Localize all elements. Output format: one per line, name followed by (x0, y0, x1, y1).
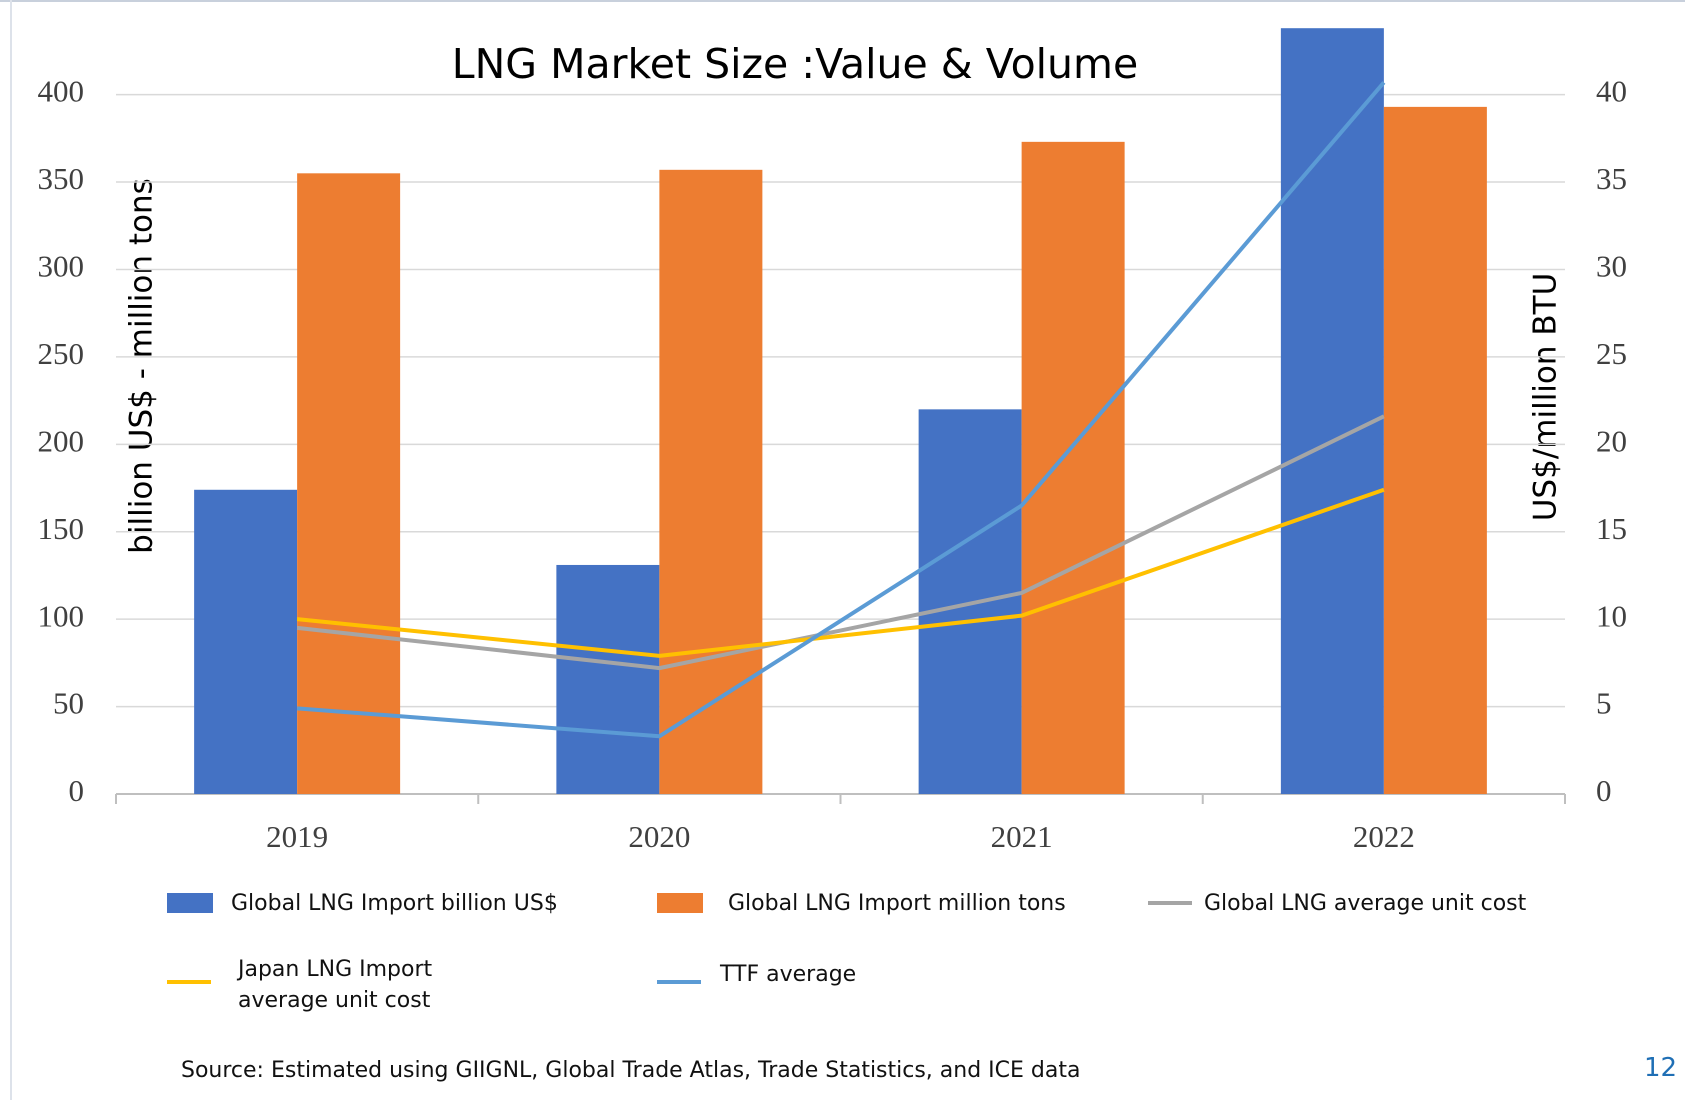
y2-tick-label: 5 (1596, 686, 1612, 721)
y2-tick-label: 40 (1596, 74, 1627, 109)
legend-label: Global LNG average unit cost (1204, 891, 1527, 916)
x-tick-label: 2021 (991, 819, 1053, 854)
page-number: 12 (1644, 1053, 1678, 1083)
line-series (296, 81, 1386, 739)
legend-label: Japan LNG Import average unit cost (238, 957, 433, 1013)
y2-tick-label: 15 (1596, 511, 1627, 546)
bar (1280, 28, 1384, 794)
x-tick-label: 2019 (266, 819, 328, 854)
x-tick-label: 2020 (628, 819, 690, 854)
y-tick-label: 150 (38, 511, 85, 546)
y-tick-label: 250 (38, 336, 85, 371)
bar (297, 173, 401, 795)
bar (1383, 106, 1487, 794)
y2-tick-label: 25 (1596, 336, 1627, 371)
legend-label: Global LNG Import billion US$ (231, 891, 558, 916)
y-tick-label: 50 (53, 686, 84, 721)
bar (194, 489, 298, 794)
y2-tick-label: 20 (1596, 423, 1627, 458)
source-note: Source: Estimated using GIIGNL, Global T… (181, 1058, 1081, 1083)
y2-tick-label: 0 (1596, 773, 1612, 808)
y2-tick-label: 30 (1596, 249, 1627, 284)
y-tick-label: 350 (38, 161, 85, 196)
y2-axis-label: US$/million BTU (1528, 273, 1564, 522)
y-tick-label: 300 (38, 249, 85, 284)
y-tick-label: 100 (38, 598, 85, 633)
y2-tick-label: 35 (1596, 161, 1627, 196)
legend-label: Global LNG Import million tons (728, 891, 1066, 916)
bar (1021, 141, 1125, 795)
y-axis-label: billion US$ - million tons (124, 178, 160, 554)
line-series (296, 487, 1385, 658)
bar (556, 564, 660, 794)
y2-tick-label: 10 (1596, 598, 1627, 633)
y-tick-label: 400 (38, 74, 85, 109)
y-tick-label: 200 (38, 423, 85, 458)
line-series (296, 414, 1385, 671)
y-tick-label: 0 (69, 773, 85, 808)
legend-swatch (657, 893, 703, 913)
x-tick-label: 2022 (1353, 819, 1415, 854)
bar (659, 169, 763, 795)
chart-title: LNG Market Size :Value & Volume (452, 40, 1138, 88)
legend-label: TTF average (720, 962, 857, 987)
legend-swatch (167, 893, 213, 913)
